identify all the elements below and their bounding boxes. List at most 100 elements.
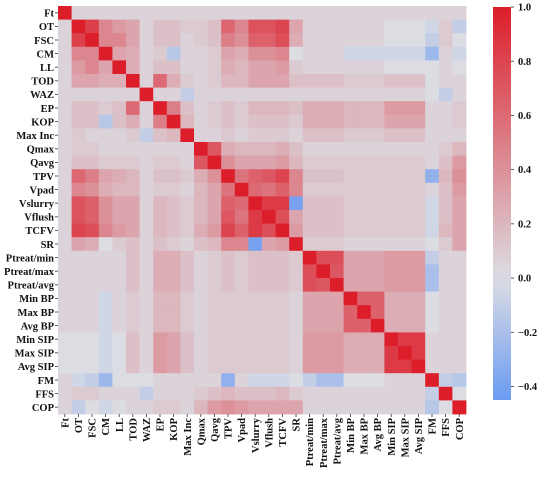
x-tick-label: Vslurry bbox=[251, 417, 262, 453]
heatmap-cell bbox=[398, 373, 412, 388]
heatmap-cell bbox=[139, 169, 154, 184]
heatmap-cell bbox=[370, 155, 385, 170]
heatmap-cell bbox=[302, 305, 317, 320]
heatmap-cell bbox=[357, 142, 372, 156]
heatmap-cell bbox=[398, 400, 412, 415]
heatmap-cell bbox=[234, 305, 249, 320]
heatmap-cell bbox=[398, 6, 412, 20]
heatmap-cell bbox=[248, 346, 263, 360]
heatmap-cell bbox=[343, 60, 358, 75]
heatmap-cell bbox=[126, 373, 140, 388]
heatmap-cell bbox=[166, 305, 181, 320]
heatmap-cell bbox=[384, 196, 399, 211]
heatmap-cell bbox=[194, 182, 208, 197]
heatmap-cell bbox=[153, 373, 168, 388]
heatmap-cell bbox=[58, 128, 72, 143]
heatmap-cell bbox=[425, 155, 440, 170]
heatmap-cell bbox=[153, 318, 168, 333]
heatmap-cell bbox=[370, 210, 385, 224]
heatmap-cell bbox=[411, 332, 426, 347]
heatmap-cell bbox=[221, 169, 236, 184]
heatmap-cell bbox=[438, 196, 453, 211]
heatmap-cell bbox=[98, 250, 113, 265]
heatmap-cell bbox=[452, 182, 467, 197]
heatmap-cell bbox=[139, 182, 154, 197]
heatmap-cell bbox=[398, 305, 412, 320]
heatmap-cell bbox=[194, 196, 208, 211]
heatmap-cell bbox=[71, 264, 86, 279]
heatmap-cell bbox=[343, 87, 358, 102]
y-tick-label: WAZ bbox=[30, 90, 54, 101]
heatmap-cell bbox=[126, 250, 140, 265]
heatmap-cell bbox=[207, 346, 222, 360]
x-tick-label: FFS bbox=[441, 418, 452, 437]
heatmap-cell bbox=[398, 101, 412, 116]
heatmap-cell bbox=[153, 33, 168, 48]
heatmap-cell bbox=[357, 223, 372, 238]
heatmap-cell bbox=[139, 46, 154, 61]
x-tick-label: EP bbox=[156, 417, 167, 431]
heatmap-cell bbox=[139, 87, 154, 102]
heatmap-cell bbox=[221, 33, 236, 48]
heatmap-cell bbox=[248, 46, 263, 61]
heatmap-cell bbox=[425, 346, 440, 360]
heatmap-cell bbox=[207, 305, 222, 320]
heatmap-cell bbox=[166, 386, 181, 401]
heatmap-cell bbox=[343, 237, 358, 252]
x-tick-label: TPV bbox=[224, 418, 235, 439]
heatmap-cell bbox=[316, 400, 331, 415]
heatmap-cell bbox=[180, 33, 195, 48]
heatmap-cell bbox=[153, 114, 168, 129]
heatmap-cell bbox=[275, 373, 290, 388]
heatmap-cell bbox=[126, 359, 140, 374]
heatmap-cell bbox=[58, 196, 72, 211]
heatmap-cell bbox=[194, 19, 208, 34]
heatmap-cell bbox=[370, 114, 385, 129]
heatmap-cell bbox=[166, 60, 181, 75]
heatmap-cell bbox=[180, 210, 195, 224]
heatmap-cell bbox=[153, 346, 168, 360]
heatmap-cell bbox=[221, 332, 236, 347]
heatmap-cell bbox=[289, 60, 304, 75]
heatmap-cell bbox=[98, 223, 113, 238]
heatmap-cell bbox=[425, 373, 440, 388]
heatmap-cell bbox=[438, 74, 453, 88]
heatmap-cell bbox=[139, 196, 154, 211]
heatmap-cell bbox=[357, 291, 372, 306]
heatmap-cell bbox=[262, 46, 276, 61]
heatmap-cell bbox=[262, 128, 276, 143]
heatmap-cell bbox=[207, 33, 222, 48]
heatmap-cell bbox=[194, 74, 208, 88]
heatmap-cell bbox=[153, 46, 168, 61]
heatmap-cell bbox=[58, 400, 72, 415]
heatmap-cell bbox=[398, 264, 412, 279]
heatmap-cell bbox=[139, 400, 154, 415]
heatmap-cell bbox=[248, 101, 263, 116]
heatmap-cell bbox=[166, 19, 181, 34]
heatmap-cell bbox=[153, 386, 168, 401]
heatmap-cell bbox=[343, 210, 358, 224]
heatmap-cell bbox=[153, 196, 168, 211]
heatmap-cell bbox=[166, 318, 181, 333]
heatmap-cell bbox=[85, 264, 100, 279]
heatmap-cell bbox=[221, 196, 236, 211]
heatmap-cell bbox=[452, 60, 467, 75]
heatmap-cell bbox=[370, 250, 385, 265]
heatmap-cell bbox=[248, 386, 263, 401]
heatmap-cell bbox=[411, 6, 426, 20]
heatmap-cell bbox=[221, 142, 236, 156]
heatmap-cell bbox=[302, 87, 317, 102]
heatmap-cell bbox=[316, 210, 331, 224]
heatmap-cell bbox=[166, 400, 181, 415]
heatmap-cell bbox=[289, 400, 304, 415]
heatmap-cell bbox=[166, 332, 181, 347]
heatmap-cell bbox=[194, 169, 208, 184]
heatmap-cell bbox=[357, 237, 372, 252]
heatmap-cell bbox=[71, 155, 86, 170]
heatmap-cell bbox=[126, 182, 140, 197]
heatmap-cell bbox=[330, 332, 344, 347]
heatmap-cell bbox=[58, 359, 72, 374]
heatmap-cell bbox=[194, 155, 208, 170]
heatmap-cell bbox=[452, 305, 467, 320]
heatmap-cell bbox=[166, 87, 181, 102]
